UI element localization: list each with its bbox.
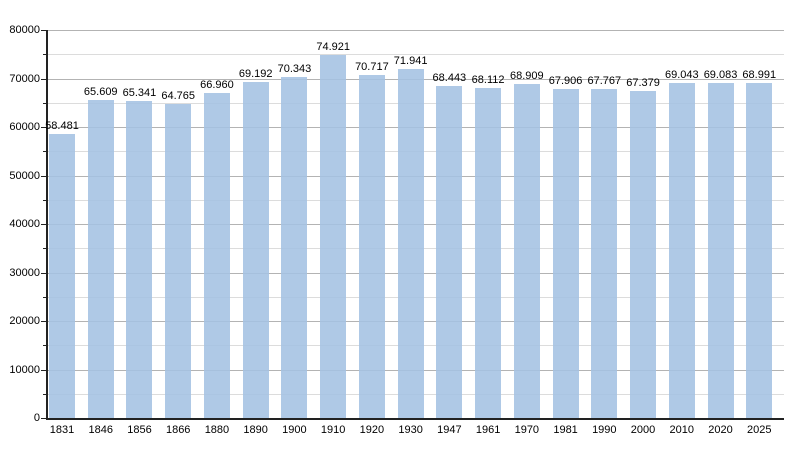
y-tick-60000: [41, 127, 47, 128]
x-tick-label-1900: 1900: [282, 424, 307, 436]
bar-1880: [203, 93, 230, 418]
y-tick-25000: [43, 296, 47, 298]
y-tick-20000: [41, 321, 47, 322]
bar-1961: [475, 87, 502, 418]
y-tick-45000: [43, 199, 47, 201]
value-label-1866: 64.765: [161, 89, 196, 102]
value-label-1990: 67.767: [587, 75, 622, 88]
y-tick-label-70000: 70000: [9, 72, 40, 85]
x-tick-label-2000: 2000: [630, 424, 656, 436]
bar-2025: [746, 83, 773, 418]
y-tick-label-60000: 60000: [9, 121, 40, 133]
value-label-1856: 65.341: [122, 87, 157, 100]
x-tick-label-1846: 1846: [88, 424, 113, 436]
value-label-2000: 67.379: [626, 77, 660, 90]
x-tick-label-1890: 1890: [243, 424, 268, 436]
gridline-75000: [48, 54, 784, 56]
y-tick-40000: [41, 224, 47, 225]
x-tick-label-1930: 1930: [398, 424, 423, 436]
bar-2000: [630, 91, 657, 418]
value-label-1890: 69.192: [238, 68, 273, 81]
value-label-1846: 65.609: [83, 85, 118, 98]
y-tick-80000: [41, 30, 47, 31]
y-tick-label-0: 0: [33, 412, 40, 424]
bar-1900: [281, 76, 308, 418]
y-tick-label-40000: 40000: [9, 218, 40, 230]
y-tick-label-20000: 20000: [9, 315, 40, 327]
x-tick-label-1990: 1990: [592, 424, 617, 436]
x-tick-label-1866: 1866: [165, 424, 191, 436]
y-tick-75000: [43, 54, 47, 56]
value-label-1961: 68.112: [471, 73, 505, 86]
value-label-2025: 68.991: [742, 69, 777, 82]
value-label-1920: 70.717: [355, 61, 389, 74]
bar-1981: [552, 88, 579, 418]
bar-1856: [126, 101, 153, 418]
value-label-1831: 58.481: [45, 120, 79, 133]
value-label-1930: 71.941: [393, 55, 428, 68]
bar-1970: [513, 83, 540, 418]
bar-1990: [591, 89, 618, 418]
x-tick-label-2025: 2025: [747, 424, 772, 436]
x-tick-label-1947: 1947: [437, 424, 462, 436]
y-tick-0: [41, 418, 47, 419]
bar-1890: [242, 82, 269, 418]
y-tick-70000: [41, 78, 47, 80]
y-tick-15000: [43, 345, 47, 347]
bar-1920: [358, 75, 385, 418]
value-label-1947: 68.443: [432, 72, 467, 85]
bar-1866: [165, 103, 192, 418]
gridline-80000: [48, 30, 784, 31]
plot-area: 58.481 65.609 65.341 64.765 66.960 69.192 70.3…: [45, 30, 784, 420]
x-tick-label-1981: 1981: [553, 424, 578, 436]
x-tick-label-1831: 1831: [49, 424, 75, 436]
value-label-1880: 66.960: [200, 79, 234, 92]
value-label-1970: 68.909: [510, 69, 544, 82]
x-tick-label-1880: 1880: [204, 424, 230, 436]
value-label-2010: 69.043: [664, 69, 699, 82]
y-tick-label-50000: 50000: [9, 169, 40, 182]
y-tick-10000: [41, 369, 47, 371]
bar-1947: [436, 86, 463, 418]
value-label-1910: 74.921: [316, 40, 350, 53]
x-tick-label-1856: 1856: [127, 424, 152, 436]
y-tick-label-80000: 80000: [9, 24, 40, 36]
x-tick-label-1961: 1961: [475, 424, 501, 436]
bar-2010: [668, 83, 695, 418]
x-tick-label-1970: 1970: [514, 424, 540, 436]
bar-2020: [707, 82, 734, 418]
value-label-1900: 70.343: [277, 62, 312, 75]
bar-1930: [397, 69, 424, 418]
y-tick-label-30000: 30000: [9, 266, 40, 279]
value-label-1981: 67.906: [548, 74, 583, 87]
x-tick-label-2010: 2010: [669, 424, 695, 436]
bar-1831: [49, 134, 75, 418]
x-tick-label-1910: 1910: [320, 424, 346, 436]
y-tick-label-10000: 10000: [9, 363, 40, 376]
x-tick-label-2020: 2020: [708, 424, 733, 436]
y-tick-55000: [43, 151, 47, 153]
bar-1910: [320, 54, 347, 418]
y-tick-5000: [43, 393, 47, 395]
bar-1846: [87, 99, 114, 418]
y-tick-35000: [43, 248, 47, 250]
y-tick-65000: [43, 102, 47, 104]
value-label-2020: 69.083: [703, 68, 738, 81]
y-tick-50000: [41, 175, 47, 177]
x-tick-label-1920: 1920: [359, 424, 385, 436]
y-tick-30000: [41, 272, 47, 274]
